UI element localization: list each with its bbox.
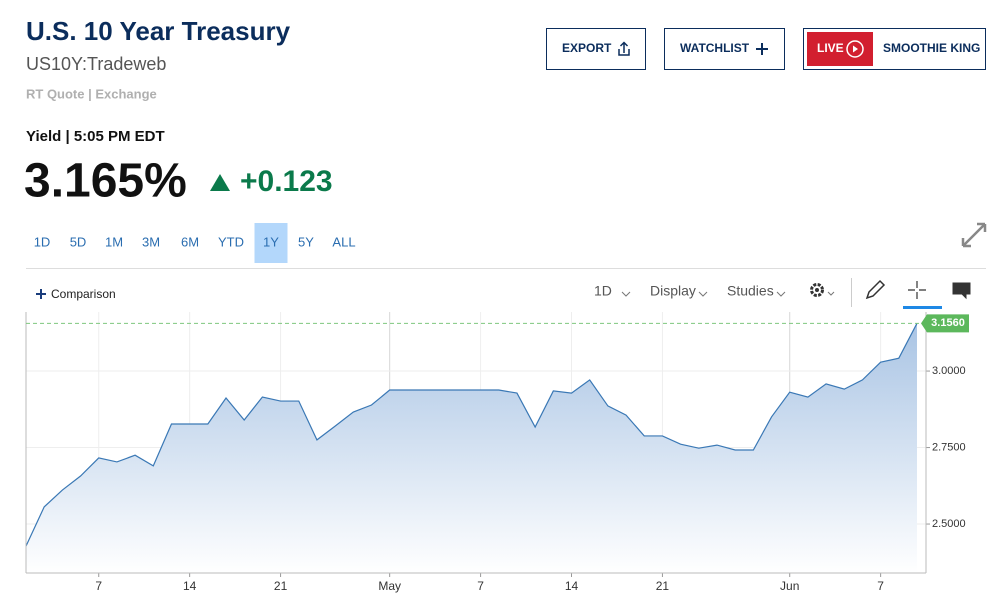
up-arrow bbox=[210, 174, 230, 191]
interval-menu[interactable]: 1D bbox=[594, 283, 612, 299]
range-tab[interactable]: 3M bbox=[142, 234, 160, 249]
range-tab[interactable]: 1D bbox=[34, 234, 51, 249]
live-label: LIVE bbox=[817, 41, 844, 55]
price-flag bbox=[921, 314, 969, 333]
gear bbox=[810, 283, 824, 297]
draw-icon[interactable] bbox=[865, 279, 886, 300]
live-badge bbox=[807, 32, 873, 66]
play-triangle bbox=[853, 45, 858, 53]
y-tick-label: 2.7500 bbox=[932, 441, 966, 453]
chevron bbox=[621, 291, 631, 297]
quote-source: RT Quote | Exchange bbox=[26, 86, 157, 101]
expand-icon[interactable] bbox=[961, 222, 987, 248]
chart: 7 14 21 May 7 14 21 Jun 7 2.5000 2.7500 3.0000 3.156… bbox=[25, 312, 969, 593]
export-button[interactable]: EXPORT bbox=[546, 28, 646, 70]
x-tick-label: 21 bbox=[274, 579, 288, 593]
range-tab[interactable]: 1M bbox=[105, 234, 123, 249]
x-tick-label: 14 bbox=[565, 579, 579, 593]
range-tab[interactable]: 5Y bbox=[298, 234, 314, 249]
button-label: EXPORT bbox=[562, 41, 612, 55]
area bbox=[26, 323, 917, 573]
range-tabs: 1D 5D 1M 3M 6M YTD 1Y 5Y ALL bbox=[34, 223, 356, 263]
y-tick-label: 2.5000 bbox=[932, 518, 966, 530]
x-tick-label: 21 bbox=[656, 579, 670, 593]
symbol: US10Y:Tradeweb bbox=[26, 54, 166, 74]
watchlist-button[interactable]: WATCHLIST bbox=[664, 28, 785, 70]
price: 3.165% bbox=[24, 155, 187, 208]
studies-menu[interactable]: Studies bbox=[727, 283, 774, 299]
x-tick-label: 7 bbox=[477, 579, 484, 593]
x-tick-label: Jun bbox=[780, 579, 799, 593]
range-tab[interactable]: ALL bbox=[332, 234, 355, 249]
sponsor-label: SMOOTHIE KING bbox=[883, 41, 980, 55]
quote-label: Yield | 5:05 PM EDT bbox=[26, 128, 165, 145]
x-tick-label: 7 bbox=[95, 579, 102, 593]
comparison-button[interactable]: Comparison bbox=[51, 287, 116, 301]
change: +0.123 bbox=[240, 165, 333, 198]
range-tab[interactable]: 6M bbox=[181, 234, 199, 249]
comment-icon[interactable] bbox=[952, 282, 971, 300]
crosshair-icon[interactable] bbox=[908, 281, 926, 299]
chevron bbox=[827, 291, 835, 296]
y-tick-label: 3.0000 bbox=[932, 365, 966, 377]
range-tab[interactable]: YTD bbox=[218, 234, 244, 249]
plus-icon bbox=[756, 43, 768, 55]
display-menu[interactable]: Display bbox=[650, 283, 696, 299]
live-button[interactable]: LIVE SMOOTHIE KING bbox=[803, 28, 986, 70]
play-icon bbox=[846, 40, 864, 58]
x-tick-label: May bbox=[378, 579, 401, 593]
button-label: WATCHLIST bbox=[680, 41, 750, 55]
chevron bbox=[776, 291, 786, 297]
gear-center bbox=[815, 288, 819, 292]
price-label: 3.1560 bbox=[931, 317, 965, 329]
title: U.S. 10 Year Treasury bbox=[26, 16, 291, 46]
x-tick-label: 7 bbox=[877, 579, 884, 593]
export-icon bbox=[618, 41, 630, 56]
range-tab[interactable]: 5D bbox=[70, 234, 87, 249]
active-tab bbox=[254, 223, 288, 263]
active-indicator bbox=[903, 306, 942, 309]
line bbox=[25, 323, 918, 547]
x-tick-label: 14 bbox=[183, 579, 197, 593]
plus-icon bbox=[36, 289, 46, 299]
range-tab[interactable]: 1Y bbox=[263, 234, 279, 249]
chevron bbox=[698, 291, 708, 297]
settings-icon[interactable] bbox=[810, 283, 835, 297]
